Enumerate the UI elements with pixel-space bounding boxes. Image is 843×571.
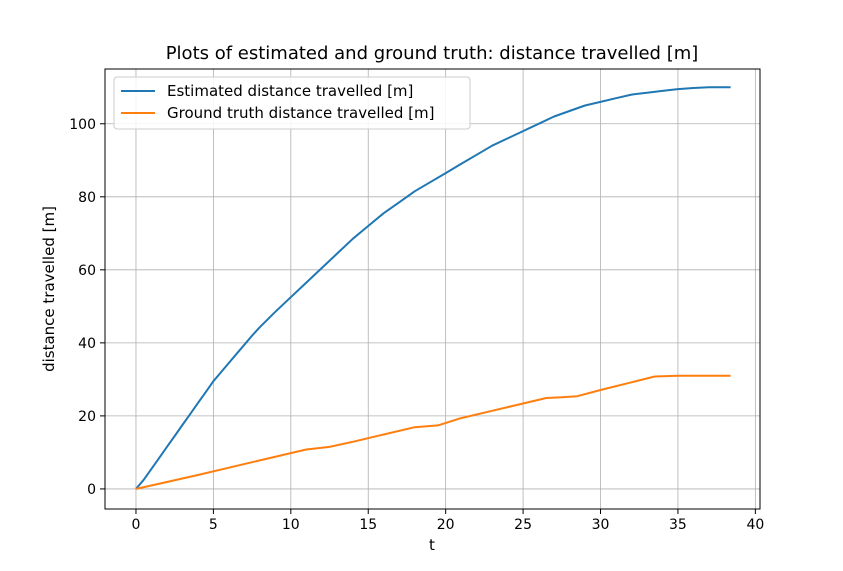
- x-tick-label: 5: [209, 517, 218, 533]
- chart-title: Plots of estimated and ground truth: dis…: [166, 43, 699, 64]
- x-tick-label: 0: [132, 517, 141, 533]
- y-tick-label: 80: [78, 190, 96, 206]
- ticks: 0 5 10 15 20 25 30 35 40 0 20 40 60 80 100: [69, 117, 764, 533]
- x-tick-label: 20: [437, 517, 455, 533]
- x-tick-label: 40: [746, 517, 764, 533]
- y-tick-label: 100: [69, 117, 96, 133]
- y-tick-label: 0: [87, 482, 96, 498]
- y-tick-label: 20: [78, 409, 96, 425]
- x-tick-label: 25: [514, 517, 532, 533]
- plot-frame: [104, 68, 761, 510]
- y-tick-label: 60: [78, 263, 96, 279]
- x-tick-label: 10: [282, 517, 300, 533]
- legend-box: [113, 76, 471, 130]
- series-line-estimated: [135, 86, 731, 490]
- series-layer: [135, 86, 731, 490]
- x-tick-label: 15: [359, 517, 377, 533]
- legend: Estimated distance travelled [m] Ground …: [113, 76, 471, 130]
- series-line-ground-truth: [135, 374, 731, 490]
- x-tick-label: 30: [592, 517, 610, 533]
- legend-label-ground-truth: Ground truth distance travelled [m]: [167, 104, 435, 122]
- y-axis-label: distance travelled [m]: [40, 206, 58, 372]
- y-tick-label: 40: [78, 336, 96, 352]
- legend-label-estimated: Estimated distance travelled [m]: [167, 82, 413, 100]
- x-axis-label: t: [429, 536, 435, 554]
- x-tick-label: 35: [669, 517, 687, 533]
